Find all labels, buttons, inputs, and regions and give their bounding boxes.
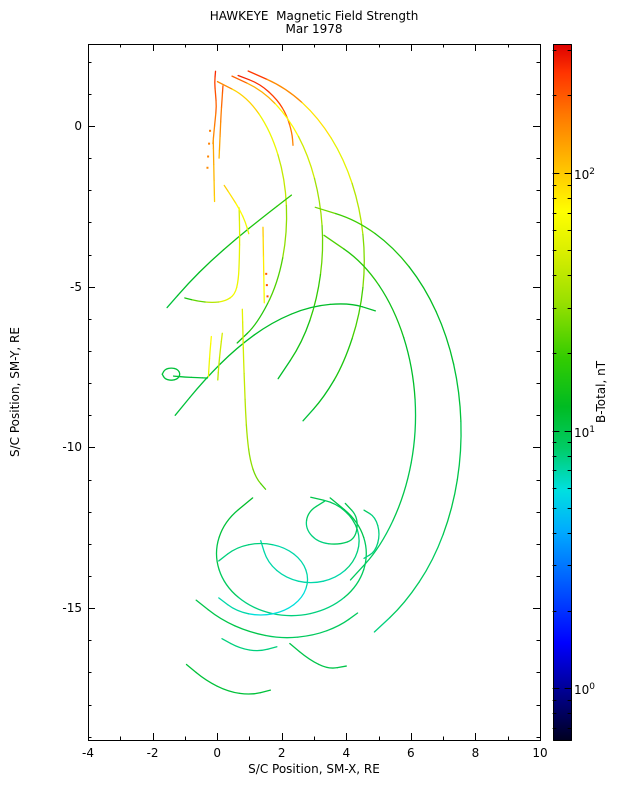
x-axis-label: S/C Position, SM-X, RE [248,762,380,776]
colorbar-tick-exponent: 2 [589,166,596,177]
colorbar-tick-exponent: 0 [589,682,596,693]
x-tick-label: -4 [82,746,94,760]
x-tick-label: 10 [532,746,548,760]
colorbar-tick-label: 102 [574,166,596,182]
x-tick-label: 8 [471,746,480,760]
colorbar-tick-label: 100 [574,682,596,698]
chart-subtitle: Mar 1978 [285,22,343,36]
colorbar-tick-label: 101 [574,424,596,440]
y-axis-label: S/C Position, SM-Y, RE [8,327,22,457]
chart-title: HAWKEYE Magnetic Field Strength [209,9,419,23]
colorbar-tick-exponent: 1 [589,424,596,435]
x-tick-label: 6 [407,746,415,760]
x-tick-label: 2 [277,746,286,760]
x-tick-label: 0 [213,746,221,760]
x-tick-label: 4 [342,746,351,760]
y-tick-label: -10 [62,440,82,455]
y-tick-label: -15 [62,601,82,616]
y-tick-label: -5 [70,279,82,294]
x-tick-label: -2 [146,746,159,760]
colorbar-label: B-Total, nT [594,360,608,424]
y-tick-label: 0 [74,118,82,133]
